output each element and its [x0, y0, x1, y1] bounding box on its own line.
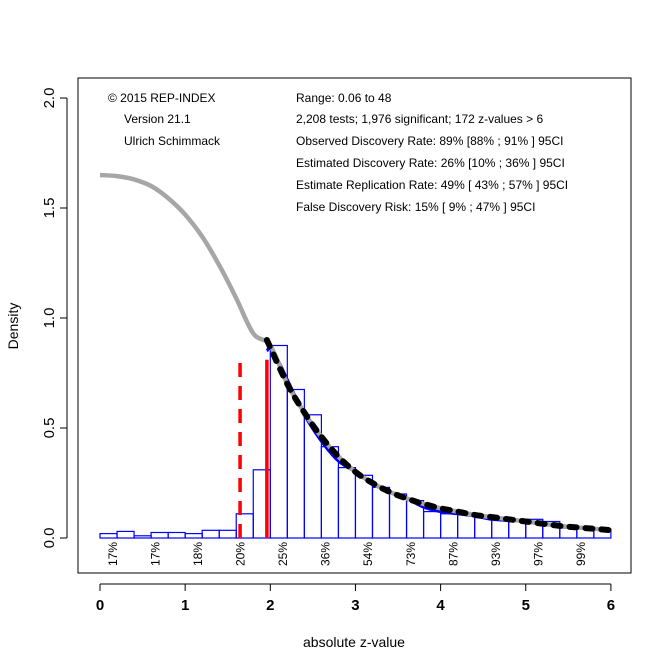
histogram-bar — [337, 467, 357, 539]
plot-frame — [77, 77, 632, 574]
power-percent-label: 97% — [532, 542, 546, 566]
x-tick-label: 1 — [181, 597, 189, 614]
power-percent-label: 87% — [446, 542, 460, 566]
blue-density-curve — [265, 346, 612, 532]
annotation-err: Estimate Replication Rate: 49% [ 43% ; 5… — [296, 178, 568, 192]
critical-lines — [238, 359, 269, 538]
power-percent-label: 99% — [574, 542, 588, 566]
x-axis-title: absolute z-value — [303, 634, 405, 650]
annotation-author: Ulrich Schimmack — [124, 134, 221, 148]
density-curves — [99, 172, 614, 534]
histogram-bar — [150, 531, 169, 539]
histogram-bar — [201, 529, 220, 539]
annotation-copyright: © 2015 REP-INDEX — [108, 91, 216, 105]
histogram-bar — [440, 513, 459, 539]
histogram-bar — [184, 532, 203, 539]
y-axis: 0.0 0.5 1.0 1.5 2.0 — [41, 88, 68, 549]
histogram-bar — [457, 513, 476, 539]
y-tick-label: 1.0 — [41, 308, 58, 329]
x-tick-label: 0 — [96, 597, 104, 614]
annotations-left: © 2015 REP-INDEX Version 21.1 Ulrich Sch… — [108, 91, 221, 148]
power-percent-label: 20% — [233, 542, 247, 566]
power-percent-label: 18% — [191, 542, 205, 566]
histogram-bar — [99, 532, 118, 539]
annotation-edr: Estimated Discovery Rate: 26% [10% ; 36%… — [296, 156, 565, 170]
power-percent-label: 17% — [106, 542, 120, 566]
histogram-bar — [422, 511, 442, 539]
annotations-right: Range: 0.06 to 48 2,208 tests; 1,976 sig… — [296, 91, 568, 214]
annotation-fdr: False Discovery Risk: 15% [ 9% ; 47% ] 9… — [296, 200, 535, 214]
power-percent-label: 54% — [361, 542, 375, 566]
annotation-odr: Observed Discovery Rate: 89% [88% ; 91% … — [296, 134, 563, 148]
power-percent-label: 36% — [319, 542, 333, 566]
y-tick-label: 2.0 — [41, 88, 58, 109]
power-percent-labels: 17% 17% 18% 20% 25% 36% 54% 73% 87% 93% 97% 99% — [106, 542, 588, 566]
histogram-bar — [133, 535, 152, 539]
annotation-range: Range: 0.06 to 48 — [296, 91, 392, 105]
x-tick-label: 2 — [266, 597, 274, 614]
power-percent-label: 73% — [404, 542, 418, 566]
x-tick-label: 5 — [522, 597, 530, 614]
y-tick-label: 0.5 — [41, 418, 58, 439]
histogram-bar — [167, 531, 186, 539]
x-axis: 0 1 2 3 4 5 6 — [96, 583, 615, 614]
histogram-bar — [116, 530, 135, 539]
black-dashed-fit-line — [263, 337, 614, 534]
x-tick-label: 6 — [607, 597, 615, 614]
power-percent-label: 17% — [148, 542, 162, 566]
histogram-bar — [371, 486, 391, 539]
power-percent-label: 25% — [276, 542, 290, 566]
y-axis-title: Density — [5, 303, 21, 350]
histogram-bars — [99, 344, 612, 539]
x-tick-label: 3 — [351, 597, 359, 614]
annotation-version: Version 21.1 — [124, 112, 191, 126]
power-percent-label: 93% — [489, 542, 503, 566]
x-tick-label: 4 — [436, 597, 445, 614]
histogram-bar — [218, 529, 237, 539]
y-tick-label: 1.5 — [41, 198, 58, 219]
annotation-tests: 2,208 tests; 1,976 significant; 172 z-va… — [296, 112, 543, 126]
histogram-bar — [388, 493, 408, 539]
y-tick-label: 0.0 — [41, 528, 58, 549]
